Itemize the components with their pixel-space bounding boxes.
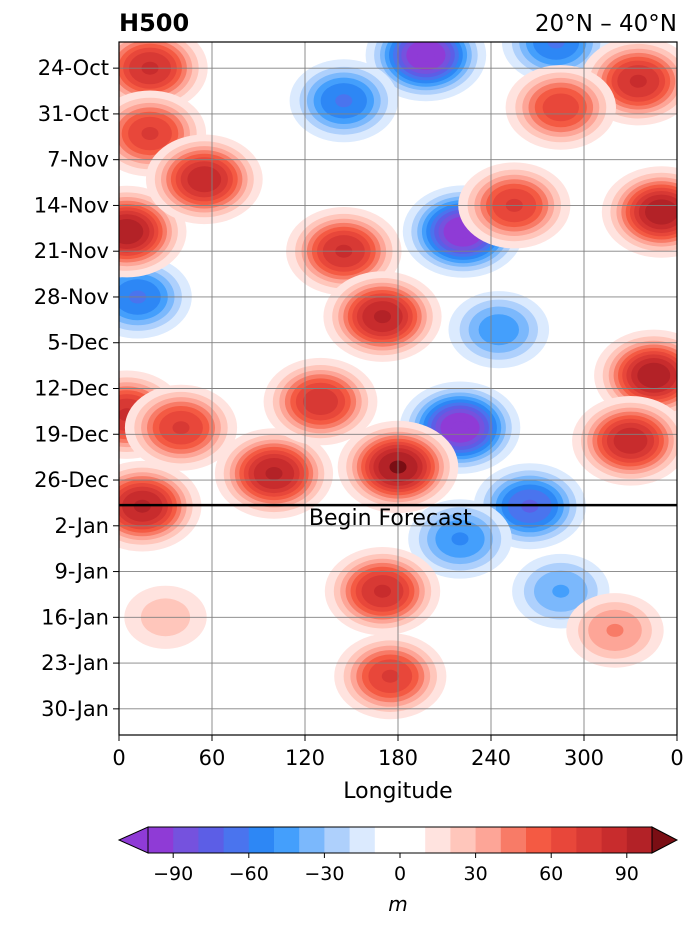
colorbar-tick-label: 60 — [539, 863, 563, 885]
colorbar-segment — [425, 827, 451, 853]
anomaly-blob — [324, 547, 441, 636]
y-tick-label: 5-Dec — [47, 331, 109, 355]
y-tick-label: 14-Nov — [34, 193, 109, 217]
x-tick-label: 60 — [199, 746, 226, 770]
colorbar-segment — [198, 827, 224, 853]
colorbar-segment — [500, 827, 527, 853]
anomaly-blob — [124, 384, 238, 471]
anomaly-blob — [365, 42, 487, 102]
anomaly-blob — [145, 134, 263, 225]
anomaly-blob — [323, 271, 442, 362]
y-tick-label: 23-Jan — [41, 651, 109, 675]
anomaly-blob — [408, 499, 512, 579]
colorbar-segment — [450, 827, 476, 853]
anomaly-blob — [214, 428, 334, 519]
colorbar-segment — [626, 827, 653, 853]
forecast-label: Begin Forecast — [309, 506, 472, 531]
y-tick-label: 16-Jan — [41, 605, 109, 629]
anomaly-blob — [448, 291, 550, 369]
chart-title-left: H500 — [119, 9, 189, 37]
colorbar-extend-max — [651, 826, 679, 854]
y-tick-label: 9-Jan — [55, 560, 109, 584]
colorbar-segment — [299, 827, 325, 853]
colorbar-label: m — [388, 892, 407, 916]
colorbar-tick-label: 30 — [464, 863, 488, 885]
y-tick-label: 26-Dec — [34, 468, 109, 492]
y-tick-label: 21-Nov — [34, 239, 109, 263]
y-tick-label: 2-Jan — [55, 514, 109, 538]
chart-title-right: 20°N – 40°N — [535, 11, 677, 37]
anomaly-blob — [505, 65, 616, 150]
colorbar-segment — [148, 827, 174, 853]
y-tick-label: 12-Dec — [34, 377, 109, 401]
x-axis: 0 60 120 180 240 300 0 — [112, 735, 684, 770]
forecast-marker: Begin Forecast — [119, 503, 677, 531]
y-tick-label: 19-Dec — [34, 422, 109, 446]
anomaly-blob — [263, 357, 378, 446]
x-tick-label: 240 — [471, 746, 511, 770]
colorbar-segment — [601, 827, 628, 853]
colorbar-segment — [223, 827, 250, 853]
y-tick-label: 28-Nov — [34, 285, 109, 309]
anomaly-blob — [289, 59, 398, 143]
colorbar-segment — [475, 827, 502, 853]
y-tick-label: 24-Oct — [38, 56, 109, 80]
colorbar-tick-label: 90 — [615, 863, 639, 885]
y-tick-label: 30-Jan — [41, 697, 109, 721]
colorbar-tick-label: −60 — [229, 863, 269, 885]
anomaly-blob — [601, 166, 677, 258]
colorbar-segment — [173, 827, 199, 853]
colorbar-segment — [551, 827, 577, 853]
x-tick-label: 120 — [285, 746, 325, 770]
x-tick-label: 0 — [112, 746, 125, 770]
colorbar-segment — [324, 827, 350, 853]
anomaly-blob — [572, 396, 677, 486]
x-axis-label: Longitude — [343, 779, 452, 804]
plot-area: Begin Forecast — [118, 41, 678, 736]
colorbar-segment — [374, 827, 426, 853]
colorbar: −90 −60 −30 0 30 60 90 — [117, 826, 679, 885]
y-tick-label: 31-Oct — [38, 102, 109, 126]
colorbar-segment — [248, 827, 275, 853]
colorbar-segment — [576, 827, 602, 853]
colorbar-tick-label: −90 — [153, 863, 193, 885]
colorbar-tick-label: 0 — [394, 863, 406, 885]
y-axis: 24-Oct 31-Oct 7-Nov 14-Nov 21-Nov 28-Nov 5-Dec… — [34, 56, 119, 721]
y-tick-label: 7-Nov — [47, 148, 109, 172]
colorbar-tick-label: −30 — [304, 863, 344, 885]
x-tick-label: 0 — [670, 746, 683, 770]
colorbar-segment — [526, 827, 552, 853]
x-tick-label: 180 — [378, 746, 418, 770]
anomaly-blob — [334, 633, 447, 720]
colorbar-segment — [349, 827, 376, 853]
colorbar-segment — [274, 827, 300, 853]
anomaly-blob — [566, 593, 664, 668]
x-tick-label: 300 — [564, 746, 604, 770]
colorbar-extend-min — [117, 826, 149, 854]
